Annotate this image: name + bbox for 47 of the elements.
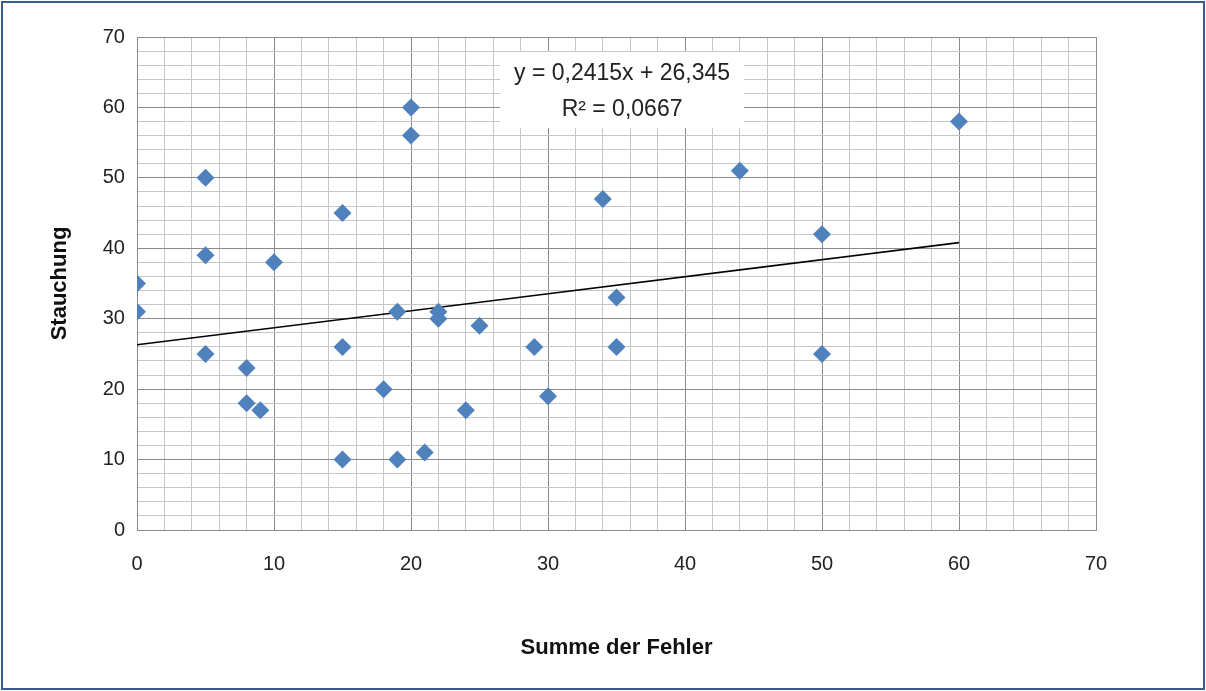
point [456, 401, 475, 420]
point [333, 204, 352, 223]
point [813, 344, 831, 363]
point [470, 316, 489, 335]
point [402, 126, 420, 145]
x-tick-label: 30 [536, 551, 560, 574]
point [730, 161, 749, 180]
y-tick-label: 50 [102, 165, 125, 188]
annotation: y = 0,2415x + 26,345 [514, 58, 731, 87]
point [196, 168, 215, 187]
point [415, 443, 434, 462]
x-tick-label: 70 [1084, 551, 1108, 574]
point [388, 302, 407, 321]
x-tick-label: 0 [131, 551, 143, 574]
point [196, 344, 215, 363]
point [388, 450, 407, 469]
y-tick-label: 0 [113, 517, 125, 540]
x-tick-label: 40 [673, 551, 697, 574]
y-tick-label: 20 [102, 376, 125, 399]
point [237, 359, 256, 378]
point [251, 401, 270, 420]
point [525, 337, 544, 356]
point [265, 253, 283, 272]
x-axis-title: Summe der Fehler [520, 633, 713, 659]
point [539, 387, 557, 406]
point [402, 98, 420, 117]
x-tick-label: 10 [262, 551, 286, 574]
point [607, 288, 626, 307]
y-tick-label: 30 [102, 306, 125, 329]
y-tick-label: 40 [102, 235, 125, 258]
point [333, 337, 352, 356]
point [607, 337, 626, 356]
y-axis-title: Stauchung [46, 226, 72, 341]
point [196, 246, 215, 265]
y-tick-label: 70 [102, 24, 125, 47]
x-tick-label: 50 [810, 551, 834, 574]
point [813, 225, 831, 244]
point [950, 112, 968, 131]
y-tick-label: 60 [102, 94, 125, 117]
annotation: R² = 0,0667 [560, 94, 684, 123]
point [333, 450, 352, 469]
point [593, 189, 612, 208]
point [237, 394, 256, 413]
x-tick-label: 60 [947, 551, 971, 574]
y-tick-label: 10 [102, 447, 125, 470]
x-tick-label: 20 [399, 551, 423, 574]
point [374, 380, 393, 399]
